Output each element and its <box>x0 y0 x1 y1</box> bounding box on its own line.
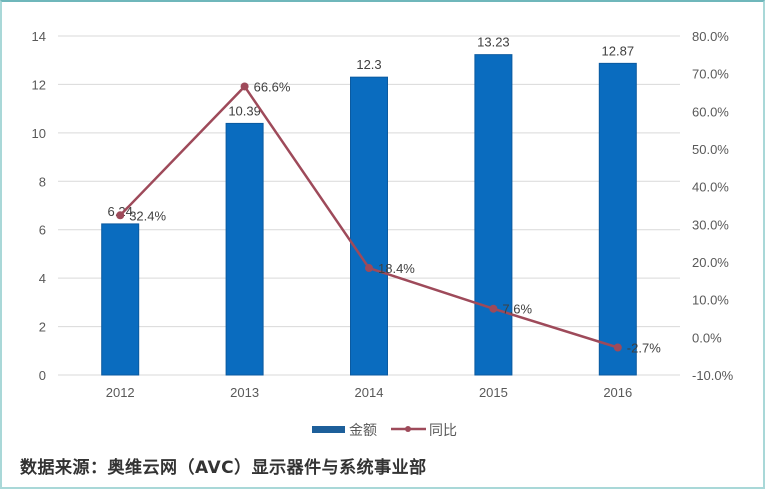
yoy-value-label: 18.4% <box>378 261 415 276</box>
x-axis-tick: 2016 <box>603 385 632 400</box>
right-axis-tick: 30.0% <box>692 217 729 232</box>
left-axis-tick: 10 <box>32 126 46 141</box>
left-axis-tick: 2 <box>39 320 46 335</box>
bar-2015 <box>474 54 513 376</box>
right-axis-tick: 80.0% <box>692 29 729 44</box>
left-axis-tick: 4 <box>39 271 46 286</box>
right-axis-tick: 40.0% <box>692 180 729 195</box>
left-axis-tick: 14 <box>32 29 46 44</box>
x-axis: 2012 2013 2014 2015 2016 <box>106 385 633 400</box>
yoy-value-label: -2.7% <box>627 341 661 356</box>
left-axis-tick: 6 <box>39 223 46 238</box>
legend-bar-swatch <box>312 426 345 433</box>
bar-value-label: 13.23 <box>477 35 510 50</box>
yoy-value-label: 66.6% <box>254 79 291 94</box>
yoy-marker <box>116 211 125 220</box>
right-axis-tick: 10.0% <box>692 293 729 308</box>
bar-2016 <box>598 62 637 376</box>
left-axis: 0 2 4 6 8 10 12 14 <box>32 29 46 383</box>
bar-value-label: 12.3 <box>356 57 381 72</box>
bar-2012 <box>101 223 140 376</box>
left-axis-tick: 12 <box>32 77 46 92</box>
right-axis-tick: 0.0% <box>692 330 722 345</box>
bar-value-label: 12.87 <box>602 43 635 58</box>
right-axis: -10.0% 0.0% 10.0% 20.0% 30.0% 40.0% 50.0% 60.0%… <box>692 29 734 383</box>
legend-label-yoy: 同比 <box>429 422 457 438</box>
yoy-marker <box>365 264 373 273</box>
left-axis-tick: 8 <box>39 174 46 189</box>
data-source-note: 数据来源：奥维云网（AVC）显示器件与系统事业部 <box>20 458 427 478</box>
right-axis-tick: 20.0% <box>692 255 729 270</box>
right-axis-tick: 50.0% <box>692 142 729 157</box>
line-series-yoy: 32.4% 66.6% 18.4% 7.6% -2.7% <box>116 79 661 356</box>
bar-value-label: 10.39 <box>228 103 261 118</box>
yoy-marker <box>240 82 249 91</box>
x-axis-tick: 2014 <box>355 385 384 400</box>
yoy-value-label: 7.6% <box>502 302 532 317</box>
bar-2014 <box>350 76 388 376</box>
x-axis-tick: 2015 <box>479 385 508 400</box>
legend: 金额 同比 <box>312 422 457 438</box>
x-axis-tick: 2013 <box>230 385 259 400</box>
bar-2013 <box>225 122 264 376</box>
left-axis-tick: 0 <box>39 368 46 383</box>
yoy-value-label: 32.4% <box>129 208 166 223</box>
legend-label-amount: 金额 <box>349 422 377 438</box>
right-axis-tick: 60.0% <box>692 104 729 119</box>
x-axis-tick: 2012 <box>106 385 135 400</box>
legend-line-marker <box>405 426 411 432</box>
right-axis-tick: 70.0% <box>692 67 729 82</box>
right-axis-tick: -10.0% <box>692 368 734 383</box>
yoy-marker <box>613 343 622 352</box>
yoy-marker <box>489 304 498 313</box>
